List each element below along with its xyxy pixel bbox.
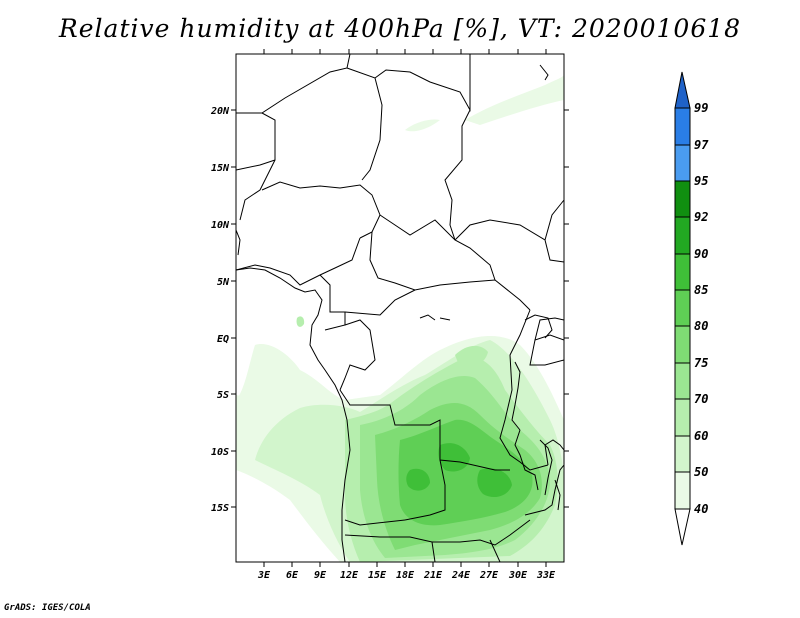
humidity-band-90-b bbox=[477, 468, 512, 497]
colorbar-bin bbox=[674, 435, 691, 473]
lon-tick: 18E bbox=[396, 49, 415, 581]
grads-credit: GrADS: IGES/COLA bbox=[4, 603, 91, 613]
svg-text:27E: 27E bbox=[479, 570, 499, 581]
humidity-band-50-spot bbox=[405, 119, 440, 132]
lat-tick: EQ bbox=[217, 334, 569, 345]
humidity-band-50-west bbox=[236, 395, 270, 430]
svg-text:24E: 24E bbox=[451, 570, 471, 581]
svg-text:33E: 33E bbox=[536, 570, 556, 581]
lat-tick: 5S bbox=[217, 390, 569, 401]
lon-tick: 21E bbox=[423, 49, 443, 581]
svg-text:6E: 6E bbox=[286, 570, 299, 581]
svg-text:9E: 9E bbox=[314, 570, 327, 581]
humidity-band-85 bbox=[398, 419, 533, 526]
lat-tick: 10S bbox=[211, 447, 569, 458]
colorbar-bin bbox=[674, 362, 691, 400]
colorbar-top-arrow bbox=[674, 71, 691, 109]
lon-tick: 3E bbox=[257, 49, 271, 581]
colorbar-label: 85 bbox=[694, 283, 708, 297]
colorbar-label: 70 bbox=[694, 392, 708, 406]
colorbar-bin bbox=[674, 325, 691, 364]
colorbar-label: 95 bbox=[694, 174, 708, 188]
lat-tick: 10N bbox=[211, 220, 569, 231]
svg-text:10S: 10S bbox=[211, 447, 229, 458]
svg-text:21E: 21E bbox=[423, 570, 443, 581]
humidity-blob-gabon bbox=[296, 316, 305, 327]
lat-tick: 20N bbox=[210, 106, 569, 117]
colorbar-bin bbox=[674, 144, 691, 182]
svg-text:EQ: EQ bbox=[217, 334, 229, 345]
lon-tick: 15E bbox=[368, 49, 387, 581]
svg-text:12E: 12E bbox=[340, 570, 359, 581]
latitude-axis: 20N 15N 10N 5N EQ 5S 10S 15S bbox=[210, 106, 569, 514]
humidity-band-50-north bbox=[465, 75, 564, 125]
colorbar-bin bbox=[674, 216, 691, 255]
svg-text:3E: 3E bbox=[257, 570, 271, 581]
colorbar-bottom-arrow bbox=[674, 508, 691, 546]
colorbar-label: 97 bbox=[694, 138, 709, 152]
colorbar-label: 92 bbox=[694, 210, 708, 224]
colorbar-label: 40 bbox=[694, 502, 708, 516]
colorbar-bin bbox=[674, 398, 691, 437]
lon-tick: 30E bbox=[508, 49, 528, 581]
lat-tick: 15N bbox=[211, 163, 569, 174]
humidity-blob-central bbox=[455, 345, 488, 369]
colorbar-bin bbox=[674, 471, 691, 510]
colorbar-bin bbox=[674, 107, 691, 146]
svg-text:5S: 5S bbox=[217, 390, 229, 401]
humidity-band-90-c bbox=[406, 468, 430, 491]
humidity-band-90-a bbox=[438, 443, 470, 472]
map-frame bbox=[235, 53, 565, 563]
country-borders bbox=[236, 54, 564, 562]
lon-tick: 12E bbox=[340, 49, 359, 581]
longitude-axis: 3E 6E 9E 12E 15E 18E 21E 24E 27E 30E 33E bbox=[257, 49, 556, 581]
lon-tick: 33E bbox=[536, 49, 556, 581]
svg-text:15S: 15S bbox=[211, 503, 229, 514]
colorbar-label: 60 bbox=[694, 429, 708, 443]
svg-text:20N: 20N bbox=[210, 106, 230, 117]
svg-text:15E: 15E bbox=[368, 570, 387, 581]
colorbar-bin bbox=[674, 289, 691, 327]
svg-text:5N: 5N bbox=[217, 277, 230, 288]
lon-tick: 6E bbox=[286, 49, 299, 581]
colorbar-bin bbox=[674, 180, 691, 218]
svg-text:18E: 18E bbox=[396, 570, 415, 581]
colorbar-label: 90 bbox=[694, 247, 708, 261]
colorbar-label: 80 bbox=[694, 319, 708, 333]
lon-tick: 9E bbox=[314, 49, 327, 581]
svg-text:30E: 30E bbox=[508, 570, 528, 581]
humidity-field bbox=[236, 75, 564, 562]
colorbar-label: 75 bbox=[694, 356, 708, 370]
map-title: Relative humidity at 400hPa [%], VT: 202… bbox=[58, 14, 742, 43]
colorbar: 40 50 60 70 75 80 85 90 92 95 97 99 bbox=[674, 71, 709, 546]
svg-text:10N: 10N bbox=[211, 220, 230, 231]
lat-tick: 15S bbox=[211, 503, 569, 514]
colorbar-bin bbox=[674, 253, 691, 291]
lon-tick: 27E bbox=[479, 49, 499, 581]
svg-text:15N: 15N bbox=[211, 163, 230, 174]
colorbar-label: 50 bbox=[694, 465, 708, 479]
colorbar-label: 99 bbox=[694, 101, 708, 115]
lon-tick: 24E bbox=[451, 49, 471, 581]
lat-tick: 5N bbox=[217, 277, 569, 288]
